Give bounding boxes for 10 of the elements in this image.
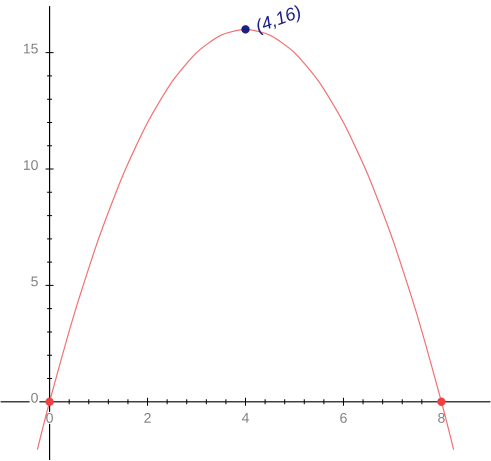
y-tick-label: 0 bbox=[31, 393, 38, 403]
y-tick-label: 5 bbox=[31, 276, 38, 286]
x-tick-label: 0 bbox=[46, 413, 53, 424]
x-tick-label: 4 bbox=[242, 413, 249, 423]
x-tick-label: 2 bbox=[144, 413, 151, 423]
y-tick-label: 10 bbox=[24, 160, 38, 170]
annotation: (4,16) bbox=[257, 5, 300, 36]
x-tick-label: 8 bbox=[438, 413, 445, 424]
x-tick-label: 6 bbox=[340, 413, 347, 424]
y-tick-label: 15 bbox=[24, 44, 38, 54]
